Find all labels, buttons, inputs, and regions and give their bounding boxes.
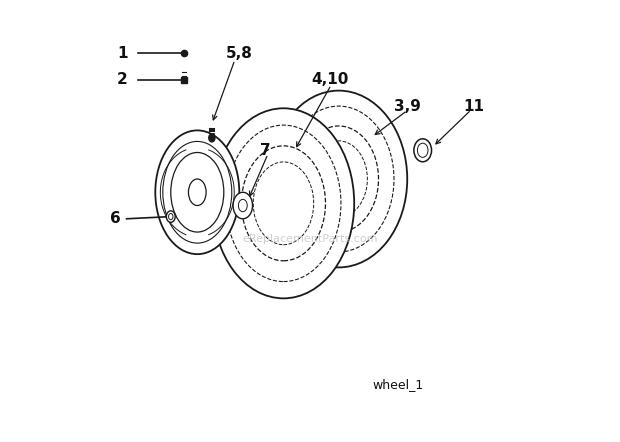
Ellipse shape [233,192,252,219]
Ellipse shape [188,179,206,206]
Text: 11: 11 [463,99,484,114]
Text: 5,8: 5,8 [226,46,253,61]
Ellipse shape [270,91,407,267]
Text: eReplacementParts.com: eReplacementParts.com [242,234,378,244]
Ellipse shape [213,108,354,298]
Text: 1: 1 [117,46,127,61]
Ellipse shape [209,134,215,142]
Text: 4,10: 4,10 [311,72,348,87]
Text: wheel_1: wheel_1 [373,378,424,391]
Ellipse shape [166,211,175,222]
Text: 6: 6 [110,211,121,226]
Text: 7: 7 [260,143,271,158]
Text: 3,9: 3,9 [394,99,421,114]
Ellipse shape [414,139,432,162]
Text: 2: 2 [117,72,128,87]
Ellipse shape [155,130,239,254]
